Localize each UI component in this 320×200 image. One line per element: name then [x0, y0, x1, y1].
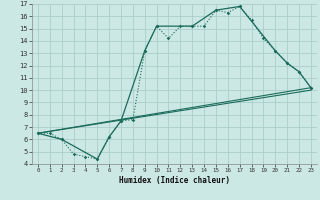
- X-axis label: Humidex (Indice chaleur): Humidex (Indice chaleur): [119, 176, 230, 185]
